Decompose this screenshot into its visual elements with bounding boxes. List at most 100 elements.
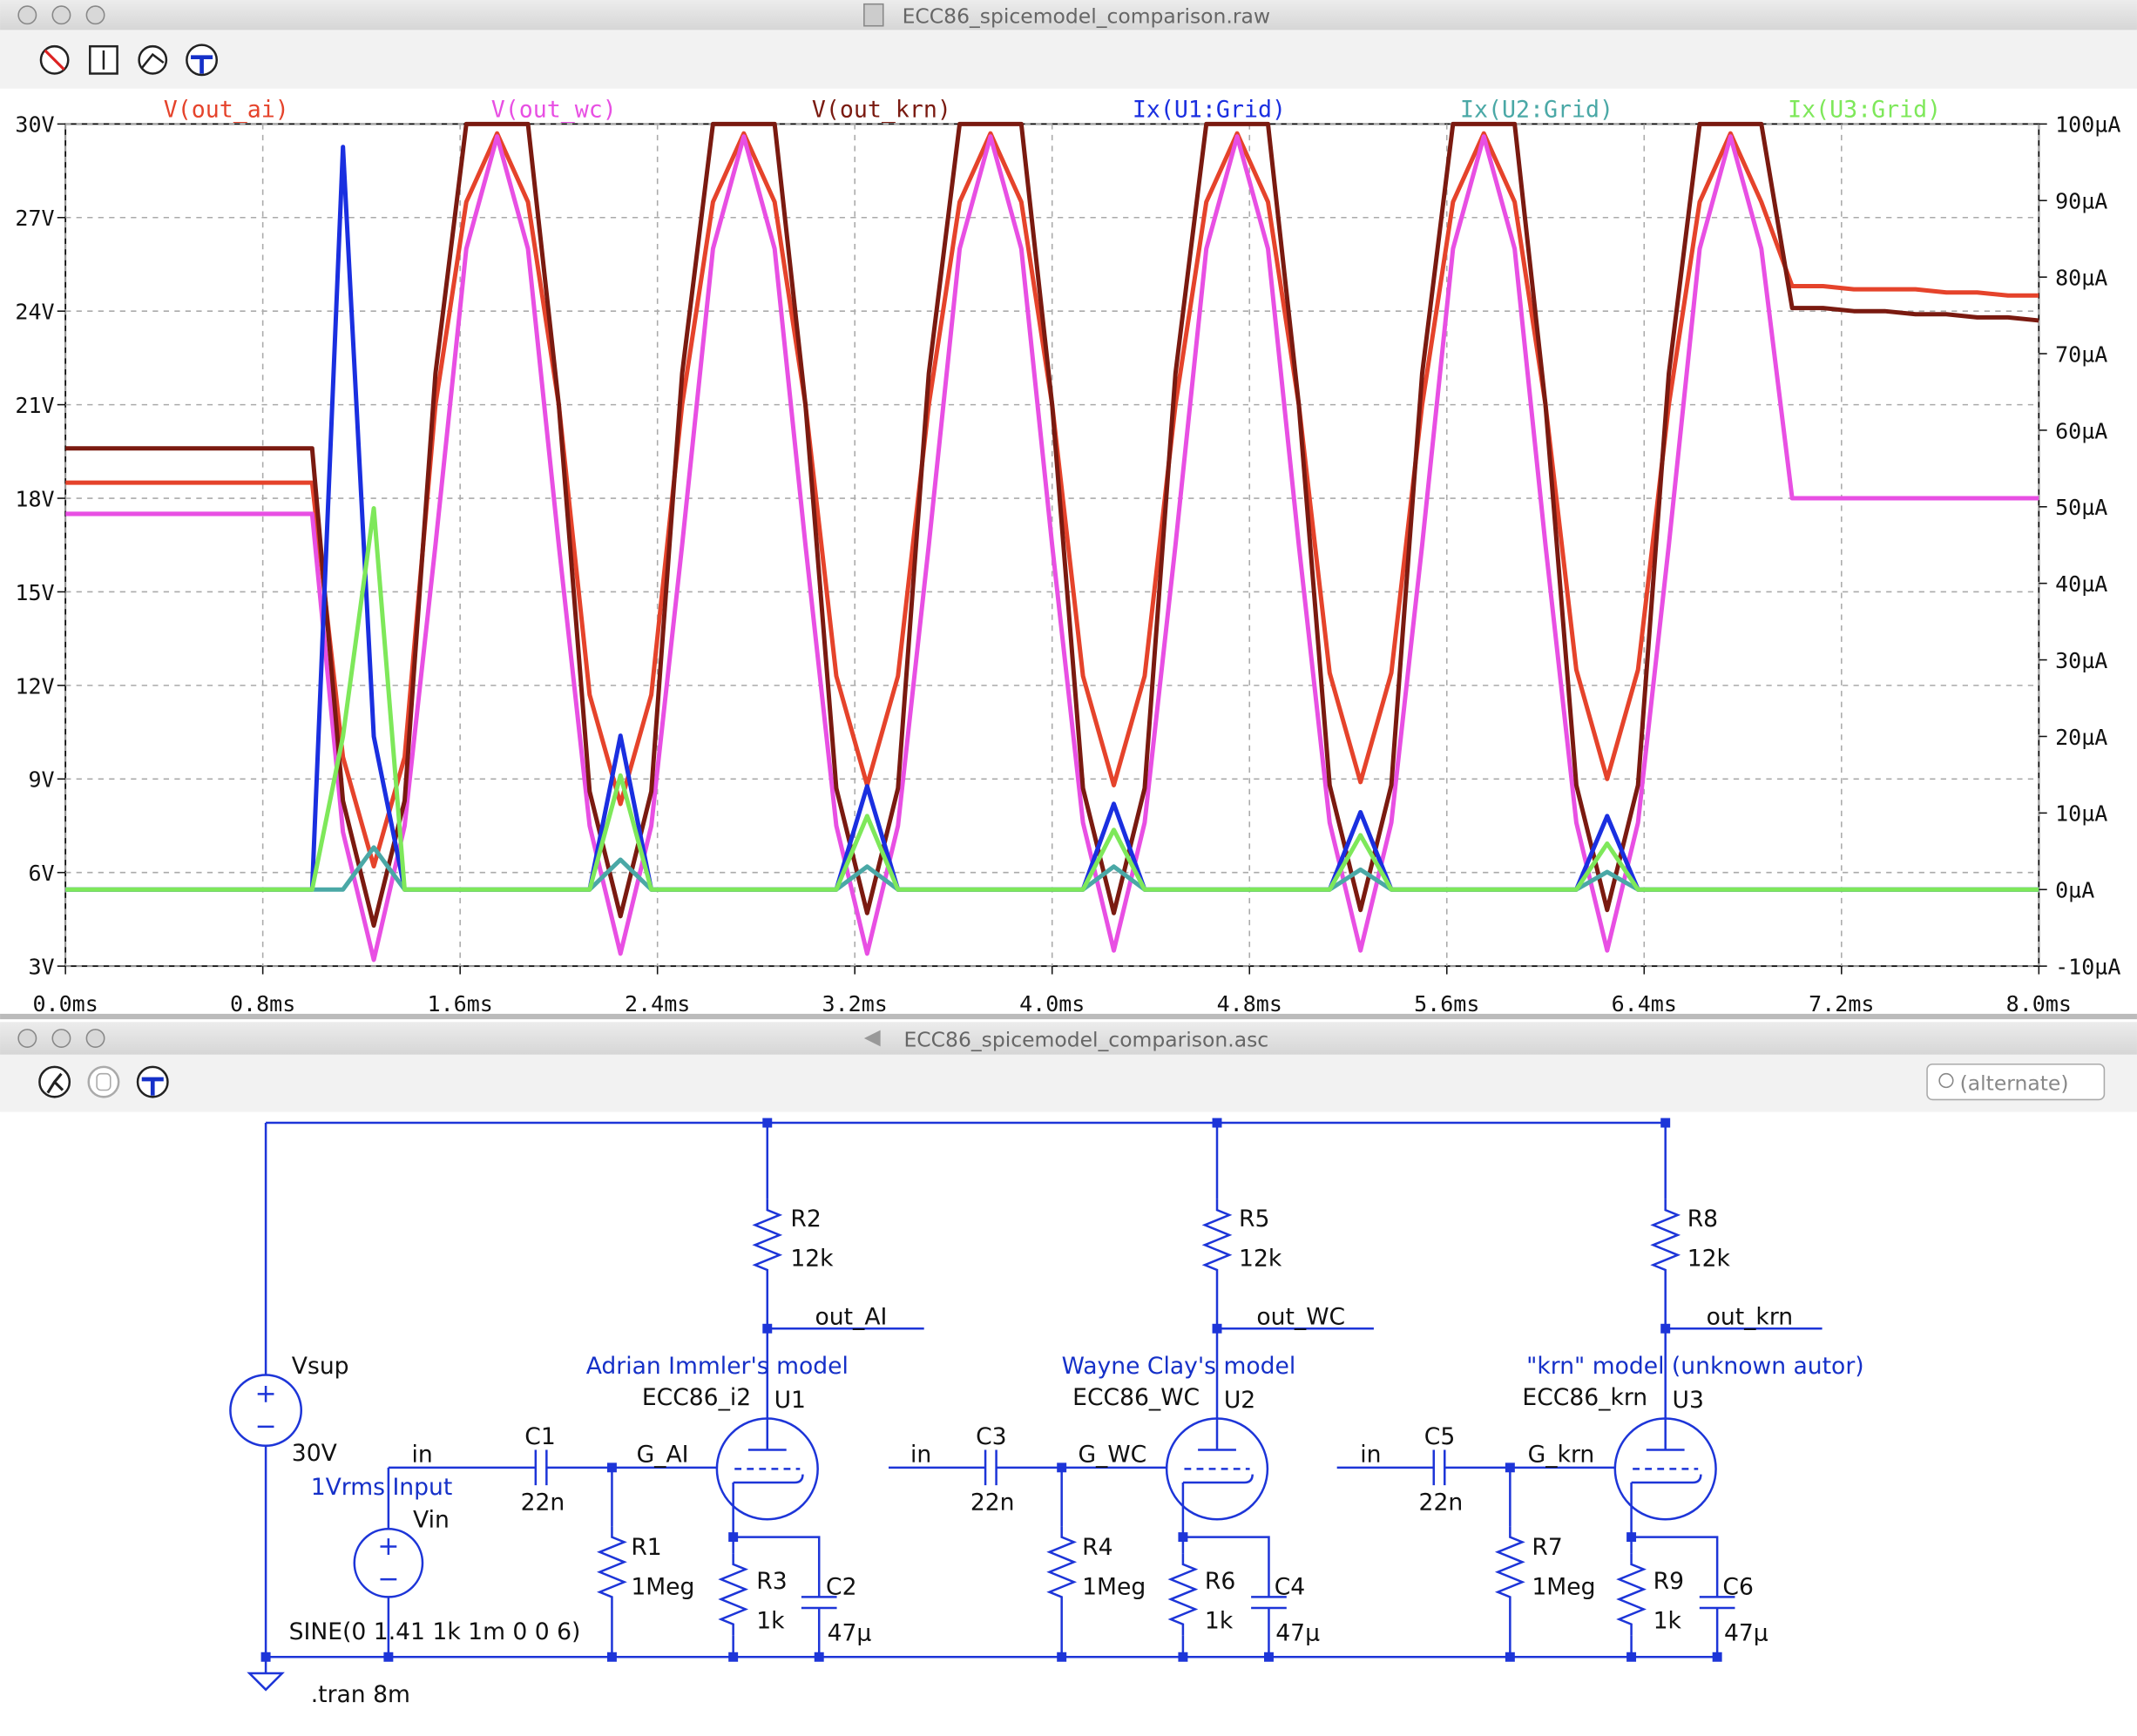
icon [46,1072,64,1094]
run-button[interactable] [38,1065,71,1098]
schematic-label: Vin [413,1507,450,1534]
schematic-label: 22n [970,1489,1015,1516]
pick-trace-button[interactable] [138,44,168,75]
x-tick-label: 3.2ms [822,991,888,1017]
toolbar [0,30,2137,89]
y2-tick-label: 40µA [2055,571,2107,597]
window-title: ECC86_spicemodel_comparison.asc [903,1027,1268,1051]
schematic-label: 47µ [1275,1619,1320,1646]
voltage-source [229,1374,303,1448]
legend-entry: V(out_ai) [164,97,289,124]
close-button[interactable] [17,5,37,25]
minimize-button[interactable] [51,1029,71,1048]
junction [1212,1118,1222,1128]
schematic-label: R9 [1653,1568,1684,1595]
schematic-label: 12k [790,1245,834,1272]
schematic-label: Vsup [292,1353,349,1380]
zoom-cancel-button[interactable] [39,44,70,75]
schematic-label: R1 [631,1534,661,1561]
halt-button[interactable] [87,1065,120,1098]
schematic: Vsup 30V in 1Vrms Input Vin SINE(0 1.41 1k 1m… [229,1118,1864,1708]
window-controls [17,5,105,25]
autorange-button[interactable] [89,44,118,75]
legend-entry: Ix(U3:Grid) [1788,97,1941,124]
schematic-label: 47µ [828,1619,872,1646]
capacitor [801,1596,837,1610]
schematic-label: ECC86_WC [1072,1384,1200,1411]
wire [747,1418,787,1451]
document-icon [863,1030,881,1047]
wire [1631,1536,1719,1658]
junction [1212,1323,1222,1334]
wire [1181,1474,1254,1506]
schematic-label: SINE(0 1.41 1k 1m 0 0 6) [289,1618,581,1645]
y2-tick-label: 80µA [2055,266,2107,291]
y2-tick-label: 20µA [2055,725,2107,750]
schematic-label: C3 [976,1423,1006,1450]
schematic-label: in [1360,1442,1381,1469]
search-box[interactable]: (alternate) [1926,1063,2106,1101]
junction [1626,1532,1637,1543]
toolbar-buttons [39,44,219,77]
zoom-button[interactable] [85,1029,105,1048]
y-tick-label: 6V [28,861,54,886]
close-button[interactable] [17,1029,37,1048]
junction [1057,1652,1067,1662]
trace [65,506,2039,892]
resistor [718,1553,749,1636]
junction [260,1652,271,1662]
junction [606,1652,617,1662]
resistor [1046,1526,1078,1608]
resistor [1201,1199,1233,1281]
y-tick-label: 9V [28,767,54,793]
minimize-button[interactable] [51,5,71,25]
schematic-label: C4 [1275,1573,1305,1600]
search-field[interactable] [1926,1063,2106,1101]
schematic-label: 1k [1205,1607,1234,1634]
junction [762,1118,773,1128]
resistor [1650,1199,1681,1281]
schematic-label: C6 [1722,1573,1753,1600]
probe-button[interactable] [136,1065,169,1098]
document-icon [863,3,884,27]
y-tick-label: 30V [15,112,54,138]
legend-entry: V(out_wc) [491,97,617,124]
title-bar [0,0,2137,30]
schematic-label: R8 [1687,1206,1718,1233]
resistor [752,1199,783,1281]
legend-entry: Ix(U1:Grid) [1133,97,1286,124]
search-icon [1938,1072,1954,1089]
schematic-label: in [910,1442,931,1469]
wire [1182,1536,1270,1658]
y2-tick-label: 60µA [2055,418,2107,443]
y-tick-label: 27V [15,206,54,231]
schematic-label: C5 [1424,1423,1455,1450]
schematic-label: 12k [1239,1245,1282,1272]
wire [732,1474,804,1506]
traces [65,121,2039,963]
junction [762,1323,773,1334]
icon [141,1077,164,1096]
wire [1646,1418,1685,1451]
x-tick-label: 2.4ms [625,991,690,1017]
schematic-label: ECC86_krn [1522,1384,1647,1411]
y2-tick-label: 0µA [2055,878,2094,903]
trace [65,134,2039,963]
zoom-button[interactable] [85,5,105,25]
schematic-label: 1Meg [1082,1573,1146,1600]
resistor [597,1526,627,1608]
junction [728,1652,739,1662]
schematic-label: G_WC [1078,1442,1146,1469]
y2-tick-label: 10µA [2055,801,2107,827]
schematic-label: Adrian Immler's model [586,1353,849,1380]
icon [87,1065,120,1098]
probe-button[interactable] [186,44,219,77]
schematic-label: "krn" model (unknown autor) [1526,1353,1864,1380]
y2-tick-label: 30µA [2055,648,2107,673]
plot: 0.0ms 0.8ms 1.6ms 2.4ms 3.2ms 4.0ms 4.8ms 5.6ms… [15,112,2120,1017]
junction [1660,1118,1671,1128]
y-tick-label: 24V [15,300,54,325]
schematic-label: 22n [1419,1489,1464,1516]
schematic-canvas [0,1111,2137,1736]
